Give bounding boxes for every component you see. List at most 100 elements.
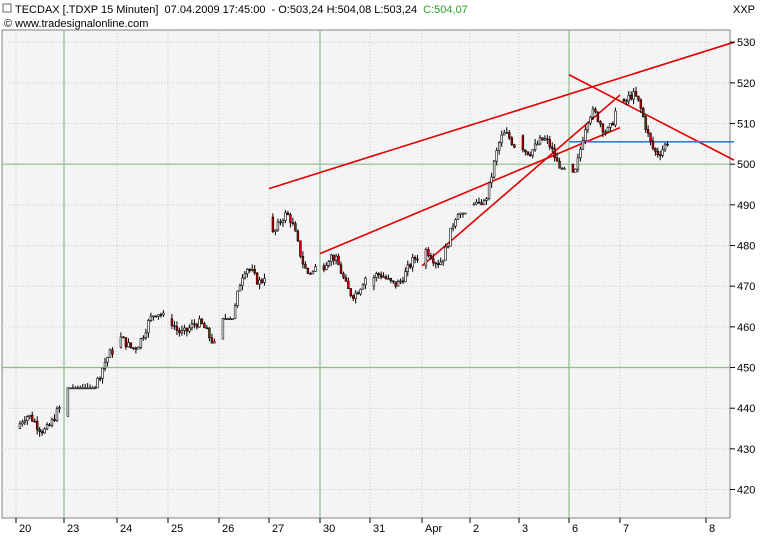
candle-body	[558, 160, 561, 169]
candle-body	[614, 110, 617, 126]
candle-body	[563, 167, 566, 170]
candle-body	[409, 264, 412, 268]
x-tick-label: 2	[473, 523, 479, 535]
candle-body	[241, 277, 244, 286]
candle-body	[306, 268, 310, 274]
candle-body	[666, 143, 669, 146]
candle-body	[472, 203, 476, 206]
candle-body	[651, 140, 655, 149]
candle-body	[337, 255, 340, 266]
candle-body	[604, 131, 607, 134]
candle-body	[656, 150, 659, 156]
x-tick-label: 7	[623, 523, 629, 535]
candle-body	[203, 323, 206, 329]
ohl-label: - O:503,24 H:504,08 L:503,24	[272, 4, 418, 16]
candle-body	[236, 290, 239, 306]
candle-body	[627, 94, 630, 102]
candle-body	[334, 255, 338, 261]
candle-body	[416, 258, 419, 261]
candle-body	[40, 431, 44, 434]
candle-body	[190, 323, 194, 329]
x-tick-label: 30	[323, 523, 335, 535]
candle-body	[536, 143, 539, 146]
candle-body	[276, 221, 280, 231]
candle-body	[456, 214, 460, 220]
candle-body	[551, 146, 554, 149]
candle-body	[162, 312, 165, 316]
candle-body	[546, 138, 549, 141]
candle-body	[594, 108, 597, 113]
candle-body	[180, 330, 184, 334]
candle-body	[356, 292, 360, 295]
candle-body	[406, 264, 409, 272]
candle-body	[508, 132, 511, 139]
candle-body	[497, 142, 501, 151]
candle-body	[154, 315, 158, 318]
candle-body	[23, 420, 27, 423]
chart-header: TECDAX [.TDXP 15 Minuten] 07.04.2009 17:…	[2, 3, 755, 30]
candle-body	[301, 256, 305, 265]
candle-body	[119, 336, 123, 348]
candle-body	[286, 212, 290, 216]
candle-body	[482, 200, 486, 206]
candle-body	[198, 318, 201, 328]
candle-body	[464, 212, 467, 215]
candle-body	[263, 278, 266, 283]
candle-body	[571, 163, 575, 173]
price-axis: 420 430 440 450 460 470 480 490 500 510 520 530	[730, 37, 755, 497]
candle-body	[193, 323, 196, 326]
candle-body	[533, 143, 537, 151]
candle-body	[574, 168, 577, 173]
candle-body	[622, 98, 626, 102]
candle-body	[637, 95, 640, 101]
candle-body	[38, 429, 41, 432]
candle-body	[66, 387, 70, 417]
candle-body	[538, 137, 542, 145]
candle-body	[251, 269, 254, 271]
candle-body	[309, 273, 312, 275]
candle-body	[18, 423, 22, 429]
candle-body	[311, 271, 315, 275]
candle-body	[375, 273, 378, 278]
candle-body	[347, 280, 350, 289]
candle-body	[632, 91, 635, 100]
candle-body	[69, 387, 72, 390]
y-tick-label: 520	[737, 78, 755, 90]
candle-body	[101, 367, 104, 379]
candle-body	[332, 254, 335, 261]
candle-body	[548, 139, 551, 148]
y-tick-label: 470	[737, 281, 755, 293]
candle-body	[152, 315, 155, 318]
candle-body	[579, 148, 582, 159]
candle-body	[401, 280, 405, 283]
y-tick-label: 510	[737, 119, 755, 131]
candle-body	[531, 149, 534, 156]
candle-body	[387, 278, 390, 280]
candle-body	[475, 201, 478, 205]
candle-body	[413, 257, 417, 260]
candle-body	[81, 387, 84, 390]
candle-body	[553, 148, 556, 159]
y-tick-label: 430	[737, 444, 755, 456]
candle-body	[173, 325, 176, 327]
candle-body	[284, 212, 287, 221]
candle-body	[170, 318, 174, 326]
candle-body	[560, 167, 564, 170]
trendline[interactable]	[568, 74, 735, 161]
candle-body	[299, 240, 302, 257]
close-label: C:504,07	[423, 4, 468, 16]
trendline[interactable]	[268, 41, 735, 190]
candle-body	[487, 182, 491, 199]
candle-body	[394, 281, 397, 287]
candle-body	[659, 154, 662, 157]
candle-body	[625, 100, 628, 103]
candle-body	[260, 279, 264, 283]
date-axis: 20 23 24 25 26 27 30 31 Apr 2 3 6 7 8	[15, 518, 715, 535]
trendline[interactable]	[319, 126, 621, 255]
candle-body	[304, 263, 307, 269]
candle-body	[634, 91, 638, 97]
candle-body	[555, 157, 559, 162]
candle-body	[543, 138, 547, 141]
candle-body	[200, 318, 204, 324]
